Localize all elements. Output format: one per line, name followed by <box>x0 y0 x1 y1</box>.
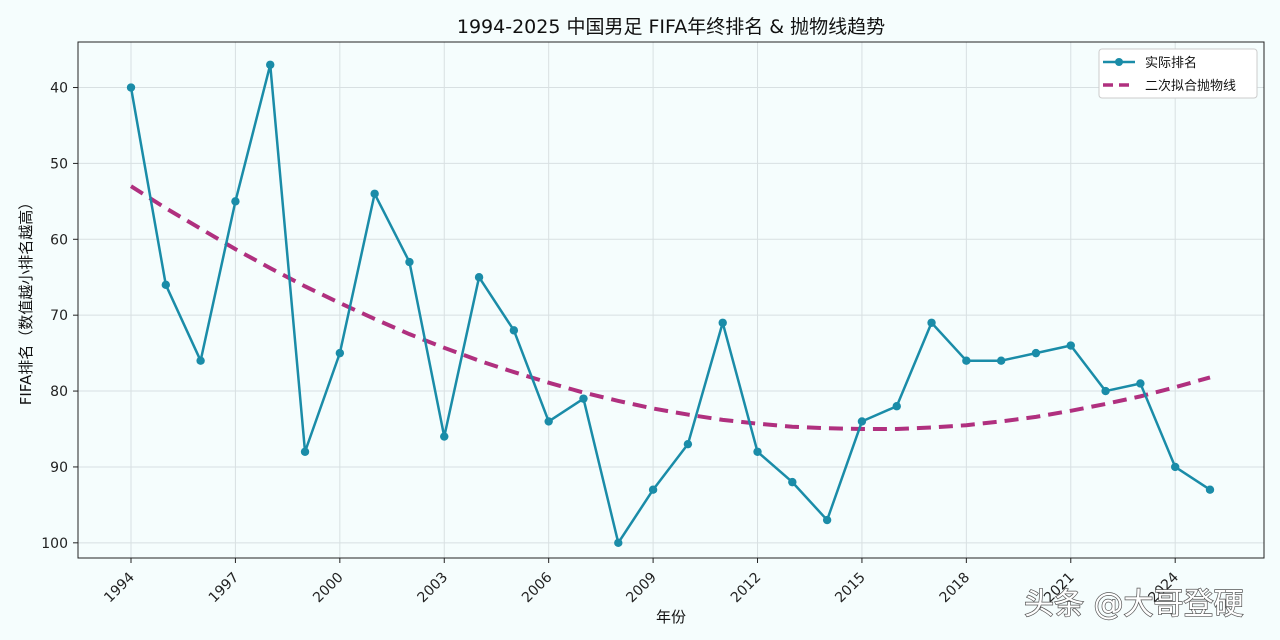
x-axis: 1994 1997 2000 2003 2006 2009 2012 2015 2018 2021… <box>101 558 1182 606</box>
data-point-2022 <box>1101 386 1110 396</box>
x-tick-label: 2018 <box>937 570 974 607</box>
data-point-2016 <box>892 402 901 411</box>
series-layer <box>126 60 1215 548</box>
data-point-2025 <box>1205 485 1215 494</box>
data-point-2003 <box>440 432 449 441</box>
data-point-2011 <box>718 318 727 327</box>
actual-rank-line <box>129 63 1211 545</box>
data-point-2024 <box>1170 462 1180 472</box>
data-point-1997 <box>231 197 240 206</box>
x-tick-label: 2012 <box>728 570 765 607</box>
y-axis: 40 50 60 70 80 90 100 <box>41 81 78 552</box>
data-point-2007 <box>579 394 588 403</box>
legend-box <box>1098 48 1258 99</box>
fit-curve-line <box>129 184 1211 431</box>
y-tick-label: 100 <box>41 536 68 552</box>
y-axis-label: FIFA排名（数值越小排名越高） <box>17 195 35 406</box>
legend-marker-actual <box>1115 58 1123 66</box>
x-tick-label: 2003 <box>415 570 452 607</box>
y-tick-label: 60 <box>50 232 68 248</box>
data-point-2023 <box>1136 379 1145 388</box>
data-point-2015 <box>857 417 867 426</box>
y-tick-label: 70 <box>50 308 68 324</box>
y-tick-label: 40 <box>50 81 68 97</box>
data-point-1995 <box>161 280 171 290</box>
data-point-2020 <box>1031 348 1041 358</box>
x-tick-label: 2009 <box>623 570 660 607</box>
legend: 实际排名 二次拟合抛物线 <box>1098 48 1258 99</box>
x-tick-label: 1997 <box>206 570 243 607</box>
x-tick-label: 2015 <box>832 570 869 607</box>
data-point-1994 <box>126 83 136 92</box>
chart-title: 1994-2025 中国男足 FIFA年终排名 & 抛物线趋势 <box>457 16 885 38</box>
data-point-2013 <box>788 477 797 487</box>
plot-frame <box>77 41 1265 559</box>
data-point-2017 <box>927 318 936 327</box>
data-point-2014 <box>822 515 832 525</box>
data-point-2002 <box>405 257 414 267</box>
legend-label-actual: 实际排名 <box>1145 55 1197 71</box>
data-point-1999 <box>300 447 310 456</box>
watermark: 头条 @大哥登硬 <box>1024 587 1244 622</box>
legend-label-fit: 二次拟合抛物线 <box>1145 78 1236 94</box>
data-point-2009 <box>648 485 658 494</box>
data-point-2004 <box>474 273 484 282</box>
x-tick-label: 2006 <box>519 569 556 606</box>
data-point-2012 <box>753 447 762 456</box>
data-point-1996 <box>196 356 205 365</box>
data-point-2021 <box>1066 341 1075 350</box>
data-point-2006 <box>544 417 553 426</box>
data-point-2001 <box>370 189 379 198</box>
data-point-2019 <box>996 356 1006 365</box>
data-point-2000 <box>335 348 345 358</box>
x-axis-label: 年份 <box>656 608 686 626</box>
data-point-2008 <box>614 538 623 548</box>
grid <box>78 42 1264 558</box>
y-tick-label: 50 <box>50 156 68 172</box>
y-tick-label: 80 <box>50 384 68 400</box>
data-point-1998 <box>266 60 275 69</box>
y-tick-label: 90 <box>50 460 68 476</box>
data-point-2010 <box>683 439 693 449</box>
x-tick-label: 2000 <box>310 570 347 607</box>
data-point-2018 <box>962 356 971 365</box>
x-tick-label: 1994 <box>101 569 138 606</box>
data-point-2005 <box>509 326 519 335</box>
